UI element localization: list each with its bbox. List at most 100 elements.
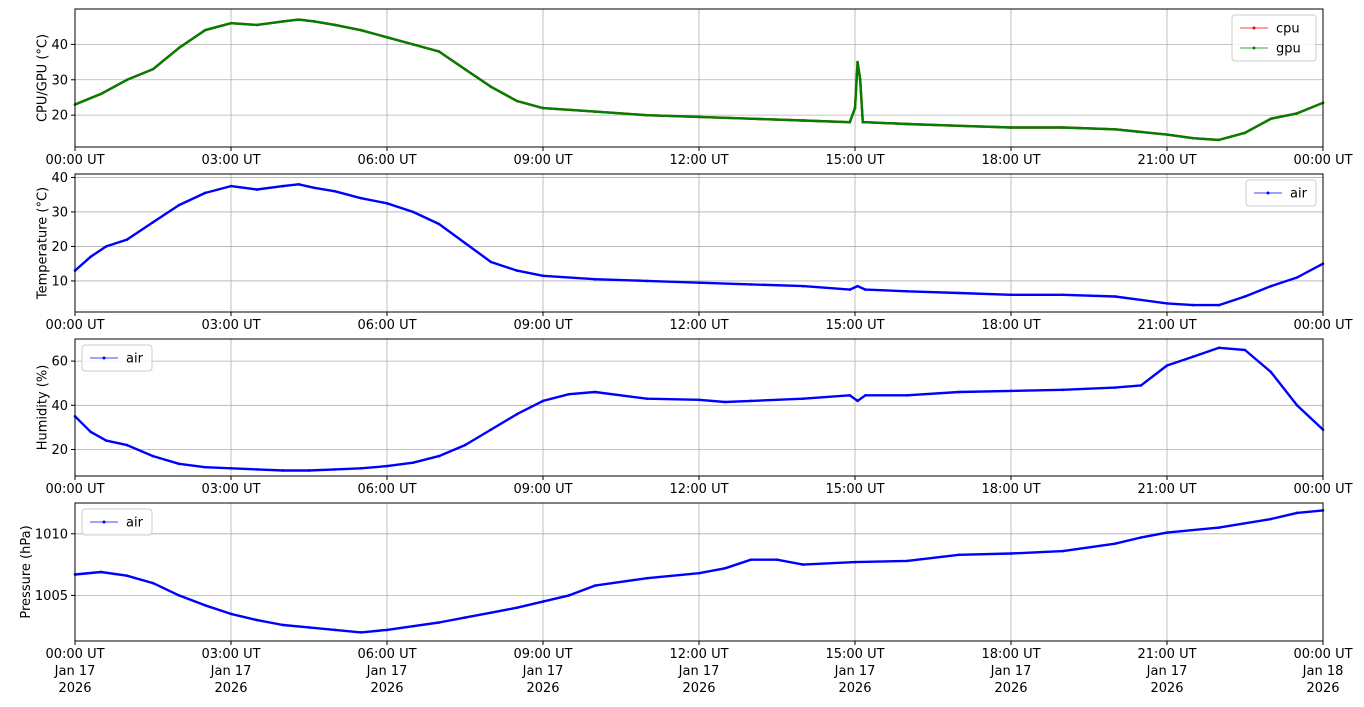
data-point: [312, 20, 316, 23]
data-point: [1191, 136, 1195, 140]
y-tick-label: 20: [51, 240, 68, 255]
data-point: [856, 60, 859, 64]
data-point: [645, 279, 649, 283]
x-tick-label: 06:00 UT: [357, 318, 416, 333]
data-point: [1113, 128, 1117, 131]
legend-label-air: air: [126, 352, 144, 367]
data-point: [905, 394, 909, 397]
data-point: [848, 120, 852, 124]
legend-marker-air: [1266, 191, 1270, 195]
data-point: [861, 120, 865, 124]
x-tick-label: 06:00 UT: [357, 647, 416, 662]
data-point: [89, 430, 92, 434]
data-point: [1009, 552, 1013, 555]
y-tick-label: 40: [51, 38, 68, 53]
x-tick-label: 00:00 UT: [1293, 153, 1352, 168]
series-points-air: [73, 509, 1325, 634]
data-point: [1295, 511, 1299, 515]
data-point: [307, 626, 311, 629]
data-point: [255, 188, 259, 191]
data-point: [411, 461, 415, 465]
data-point: [801, 563, 805, 566]
x-tick-date: Jan 17: [834, 664, 876, 679]
x-tick-year: 2026: [1150, 681, 1183, 696]
x-tick-label: 18:00 UT: [981, 153, 1040, 168]
data-point: [1243, 131, 1247, 135]
x-tick-label: 09:00 UT: [513, 318, 572, 333]
data-point: [697, 115, 701, 119]
data-point: [177, 46, 181, 50]
data-point: [905, 559, 909, 563]
data-point: [281, 184, 285, 188]
y-tick-label: 60: [51, 355, 68, 370]
x-tick-year: 2026: [994, 681, 1027, 696]
data-point: [1139, 384, 1143, 387]
data-point: [697, 281, 701, 284]
y-axis-label: Pressure (hPa): [19, 525, 34, 618]
data-point: [856, 284, 859, 288]
x-tick-date: Jan 17: [678, 664, 720, 679]
data-point: [463, 443, 467, 447]
x-tick-year: 2026: [58, 681, 91, 696]
data-point: [749, 399, 753, 403]
data-point: [541, 399, 545, 403]
data-point: [1113, 386, 1117, 389]
data-point: [957, 124, 961, 128]
data-point: [1061, 549, 1065, 553]
x-tick-label: 00:00 UT: [1293, 318, 1352, 333]
x-tick-year: 2026: [526, 681, 559, 696]
data-point: [437, 454, 441, 458]
x-tick-label: 18:00 UT: [981, 482, 1040, 497]
data-point: [229, 184, 233, 188]
data-point: [489, 428, 493, 431]
data-point: [99, 92, 103, 96]
panel-4: 00:00 UT Jan 17 2026 03:00 UT Jan 17 2026 06:0…: [19, 502, 1353, 696]
x-tick-label: 12:00 UT: [669, 153, 728, 168]
y-tick-label: 30: [51, 73, 68, 88]
data-point: [359, 466, 363, 470]
x-tick-date: Jan 18: [1302, 664, 1344, 679]
legend-label-air: air: [1290, 187, 1308, 202]
y-tick-label: 10: [51, 274, 68, 289]
x-tick-label: 06:00 UT: [357, 482, 416, 497]
series-points-air: [73, 346, 1325, 472]
data-point: [1165, 531, 1169, 534]
data-point: [1009, 389, 1013, 393]
data-point: [567, 392, 571, 396]
data-point: [515, 269, 519, 272]
data-point: [775, 558, 779, 561]
x-tick-date: Jan 17: [1146, 664, 1188, 679]
x-tick-year: 2026: [1306, 681, 1339, 696]
data-point: [104, 245, 108, 248]
x-tick-label: 03:00 UT: [201, 482, 260, 497]
data-point: [229, 21, 233, 25]
y-axis-label: CPU/GPU (°C): [35, 34, 50, 122]
data-point: [1061, 293, 1065, 297]
x-tick-label: 00:00 UT: [45, 153, 104, 168]
x-tick-label: 09:00 UT: [513, 647, 572, 662]
data-point: [255, 23, 259, 27]
data-point: [359, 28, 363, 32]
legend-marker-air: [102, 520, 106, 524]
x-tick-label: 03:00 UT: [201, 153, 260, 168]
data-point: [307, 469, 311, 472]
legend: air: [81, 508, 153, 536]
data-point: [1295, 276, 1299, 279]
series-points-air: [73, 183, 1325, 307]
legend: air: [81, 344, 153, 372]
data-point: [848, 394, 852, 397]
data-point: [541, 274, 545, 278]
data-point: [858, 78, 862, 82]
data-point: [1165, 133, 1169, 136]
data-point: [1191, 303, 1195, 307]
x-tick-label: 06:00 UT: [357, 153, 416, 168]
x-tick-date: Jan 17: [522, 664, 564, 679]
data-point: [89, 255, 92, 259]
data-point: [864, 394, 867, 397]
data-point: [437, 621, 441, 624]
data-point: [1217, 526, 1221, 529]
grid: [74, 339, 1324, 476]
x-tick-date: Jan 17: [210, 664, 252, 679]
data-point: [593, 390, 597, 394]
